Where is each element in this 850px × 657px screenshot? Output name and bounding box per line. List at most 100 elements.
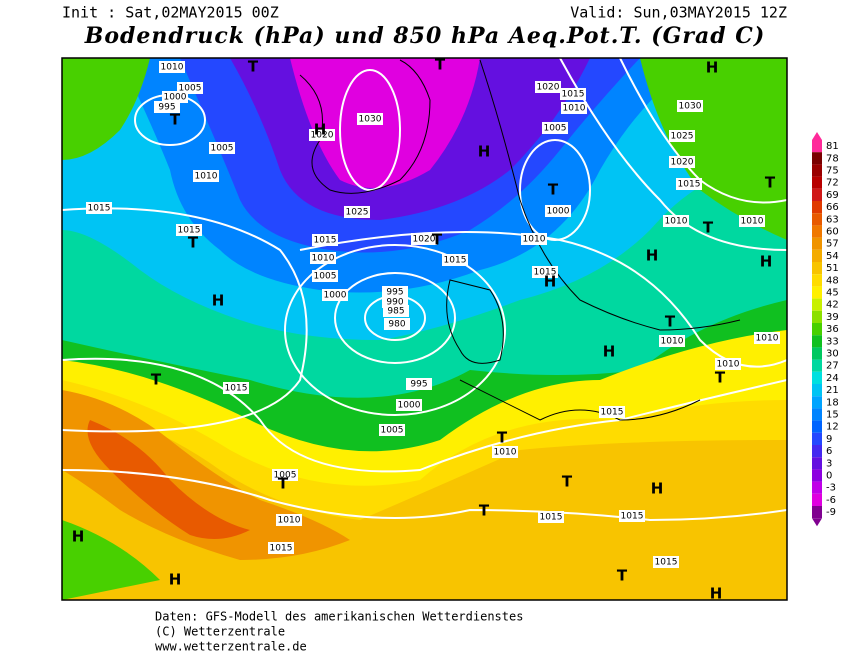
isobar-label: 1015 [601,408,624,418]
colorbar-label: 60 [826,227,839,238]
isobar-label-bg [754,332,780,344]
isobar-label-bg [442,254,468,266]
isobar-label: 1015 [678,180,701,190]
colorbar-cell [812,493,822,506]
isobar-label: 1015 [621,512,644,522]
colorbar-label: 24 [826,373,839,384]
isobar-label: 1015 [444,256,467,266]
colorbar-label: 18 [826,397,839,408]
isobar-label-bg [560,88,586,100]
colorbar-cell [812,359,822,372]
isobar-label: 1005 [179,84,202,94]
isobar-label-bg [159,61,185,73]
isobar-label: 1010 [312,254,335,264]
colorbar-cell [812,298,822,311]
colorbar-label: 54 [826,251,839,262]
pressure-center: T [665,313,676,331]
pressure-center: H [706,59,719,77]
pressure-center: H [646,247,659,265]
isobar-label: 1015 [540,513,563,523]
isobar-label: 1030 [679,102,702,112]
isobar-label-bg [492,446,518,458]
isobar-label-bg [268,542,294,554]
colorbar-cell [812,152,822,165]
init-time: Init : Sat,02MAY2015 00Z [62,4,279,22]
pressure-center: T [170,111,181,129]
isobar-label-bg [382,286,408,298]
colorbar-label: 81 [826,141,839,152]
colorbar-cell [812,371,822,384]
footer-copyright: (C) Wetterzentrale [155,625,285,639]
isobar-label: 1010 [278,516,301,526]
colorbar-cell [812,249,822,262]
colorbar-label: 48 [826,275,839,286]
isobar-label: 1005 [381,426,404,436]
colorbar-label: 45 [826,288,839,299]
pressure-center: T [562,473,573,491]
isobar-label: 1010 [741,217,764,227]
isobar-label-bg [663,215,689,227]
isobar-label: 1000 [164,93,187,103]
pressure-center: T [617,567,628,585]
colorbar-label: 30 [826,349,839,360]
pressure-center: T [248,58,259,76]
colorbar-label: 42 [826,300,839,311]
colorbar-cell [812,140,822,153]
colorbar-label: -3 [826,483,836,494]
colorbar-cell [812,347,822,360]
isobar-label: 1010 [195,172,218,182]
colorbar-cell [812,408,822,421]
isobar-label-bg [538,511,564,523]
colorbar-label: -6 [826,495,836,506]
isobar-label: 980 [388,320,405,330]
colorbar-label: 9 [826,434,832,445]
isobar-label-bg [312,270,338,282]
isobar-label: 995 [410,380,427,390]
isobar-label: 1010 [494,448,517,458]
colorbar-cell [812,384,822,397]
colorbar-cell [812,469,822,482]
isobar-label-bg [545,205,571,217]
isobar-label-bg [276,514,302,526]
isobar-label: 1010 [756,334,779,344]
isobar-label-bg [310,252,336,264]
pressure-center: T [432,231,443,249]
isobar-label-bg [344,206,370,218]
colorbar-cell [812,335,822,348]
isobar-label-bg [86,202,112,214]
isobar-label-bg [715,358,741,370]
colorbar-label: 36 [826,324,839,335]
isobar-label-bg [312,234,338,246]
isobar-label: 1005 [274,471,297,481]
pressure-center: T [548,181,559,199]
isobar-label-bg [193,170,219,182]
map-title: Bodendruck (hPa) und 850 hPa Aeq.Pot.T. … [84,23,765,49]
isobar-label: 1020 [413,235,436,245]
isobar-label: 1010 [563,104,586,114]
valid-time: Valid: Sun,03MAY2015 12Z [570,4,787,22]
colorbar-cell [812,262,822,275]
isobar-label-bg [176,224,202,236]
colorbar-label: 75 [826,166,839,177]
pressure-center: H [603,343,616,361]
isobar-label: 985 [387,307,404,317]
colorbar-label: 66 [826,202,839,213]
isobar-label: 1020 [311,131,334,141]
isobar-label-bg [599,406,625,418]
colorbar-cell [812,176,822,189]
isobar-label: 1025 [671,132,694,142]
colorbar-label: 57 [826,239,839,250]
colorbar-cell [812,481,822,494]
isobar-label: 1030 [359,115,382,125]
map-frame [61,57,788,601]
colorbar-label: 12 [826,422,839,433]
isobar-label: 1020 [671,158,694,168]
colorbar-cell [812,445,822,458]
isobar-label: 1015 [562,90,585,100]
isobar-label-bg [561,102,587,114]
isobar-label: 1005 [211,144,234,154]
pressure-center: T [435,56,446,74]
colorbar-cell [812,225,822,238]
